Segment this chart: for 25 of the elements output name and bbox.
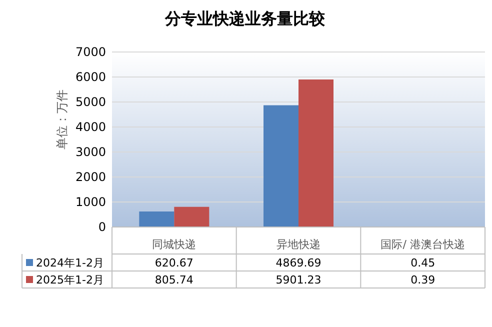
y-tick-label: 2000 <box>75 170 106 184</box>
y-tick-label: 1000 <box>75 195 106 209</box>
bar <box>139 211 174 227</box>
legend-label: 2024年1-2月 <box>36 256 104 270</box>
y-tick-label: 7000 <box>75 45 106 59</box>
data-label: 0.39 <box>410 274 436 286</box>
x-tick-label: 同城快递 <box>152 238 196 251</box>
data-label: 620.67 <box>154 256 194 270</box>
legend-label: 2025年1-2月 <box>36 274 104 286</box>
y-axis-title: 单位：万件 <box>55 90 69 150</box>
x-tick-label: 国际/ 港澳台快递 <box>380 238 465 251</box>
y-tick-label: 3000 <box>75 145 106 159</box>
data-label: 4869.69 <box>276 256 322 270</box>
data-label: 0.45 <box>410 256 436 270</box>
chart-title: 分专业快递业务量比较 <box>164 9 326 28</box>
y-tick-label: 5000 <box>75 95 106 109</box>
bar <box>174 206 210 227</box>
bar <box>264 105 298 227</box>
data-label: 805.74 <box>154 274 194 286</box>
y-tick-label: 4000 <box>75 120 106 134</box>
data-label: 5901.23 <box>276 274 322 286</box>
bar <box>298 79 334 227</box>
y-tick-label: 0 <box>98 220 106 234</box>
x-tick-label: 异地快递 <box>276 238 320 251</box>
y-tick-label: 6000 <box>75 70 106 84</box>
